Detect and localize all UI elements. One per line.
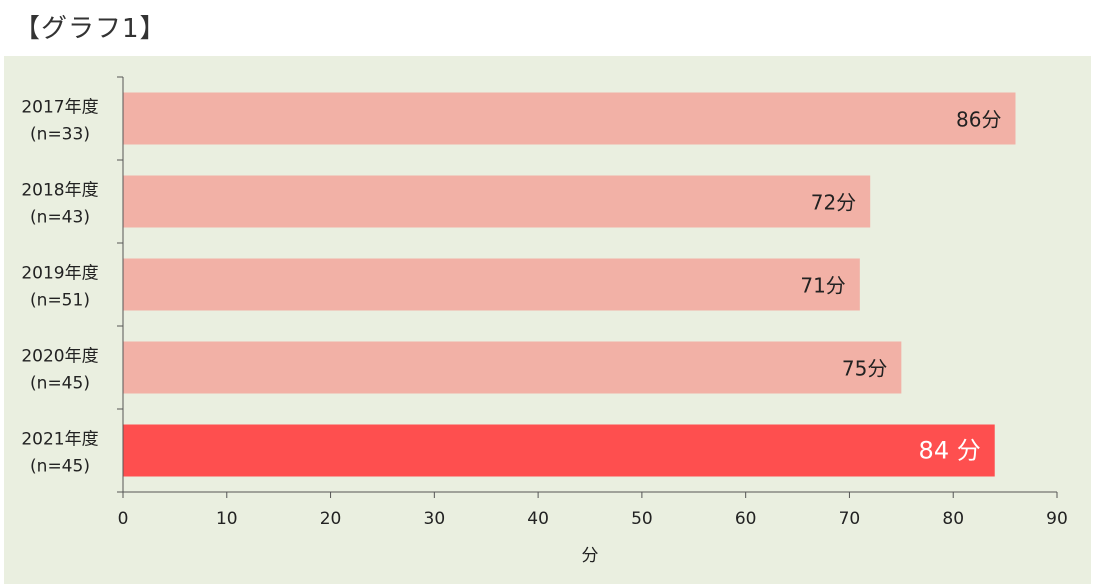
- x-tick-label-6: 60: [735, 509, 757, 529]
- value-label-3: 75分: [842, 357, 887, 381]
- x-tick-label-9: 90: [1046, 509, 1068, 529]
- bar-4: [123, 424, 995, 477]
- value-label-0: 86分: [956, 108, 1001, 132]
- x-tick-label-8: 80: [942, 509, 964, 529]
- x-tick-label-0: 0: [118, 509, 129, 529]
- page-title: 【グラフ1】: [14, 14, 167, 44]
- category-year-label-4: 2021年度: [21, 430, 98, 450]
- x-tick-label-5: 50: [631, 509, 653, 529]
- category-n-label-0: (n=33): [30, 125, 90, 145]
- x-tick-label-2: 20: [320, 509, 342, 529]
- category-n-label-3: (n=45): [30, 374, 90, 394]
- x-tick-label-7: 70: [839, 509, 861, 529]
- x-tick-label-4: 40: [527, 509, 549, 529]
- category-year-label-2: 2019年度: [21, 264, 98, 284]
- bar-2: [123, 258, 860, 311]
- category-year-label-1: 2018年度: [21, 181, 98, 201]
- bar-1: [123, 175, 871, 228]
- x-tick-label-3: 30: [424, 509, 446, 529]
- category-year-label-3: 2020年度: [21, 347, 98, 367]
- category-n-label-2: (n=51): [30, 291, 90, 311]
- x-axis-title: 分: [582, 546, 599, 566]
- category-n-label-4: (n=45): [30, 457, 90, 477]
- category-n-label-1: (n=43): [30, 208, 90, 228]
- value-label-2: 71分: [800, 274, 845, 298]
- value-label-4: 84 分: [919, 437, 981, 465]
- value-label-1: 72分: [811, 191, 856, 215]
- x-tick-label-1: 10: [216, 509, 238, 529]
- bar-0: [123, 92, 1016, 145]
- bar-3: [123, 341, 902, 394]
- category-year-label-0: 2017年度: [21, 98, 98, 118]
